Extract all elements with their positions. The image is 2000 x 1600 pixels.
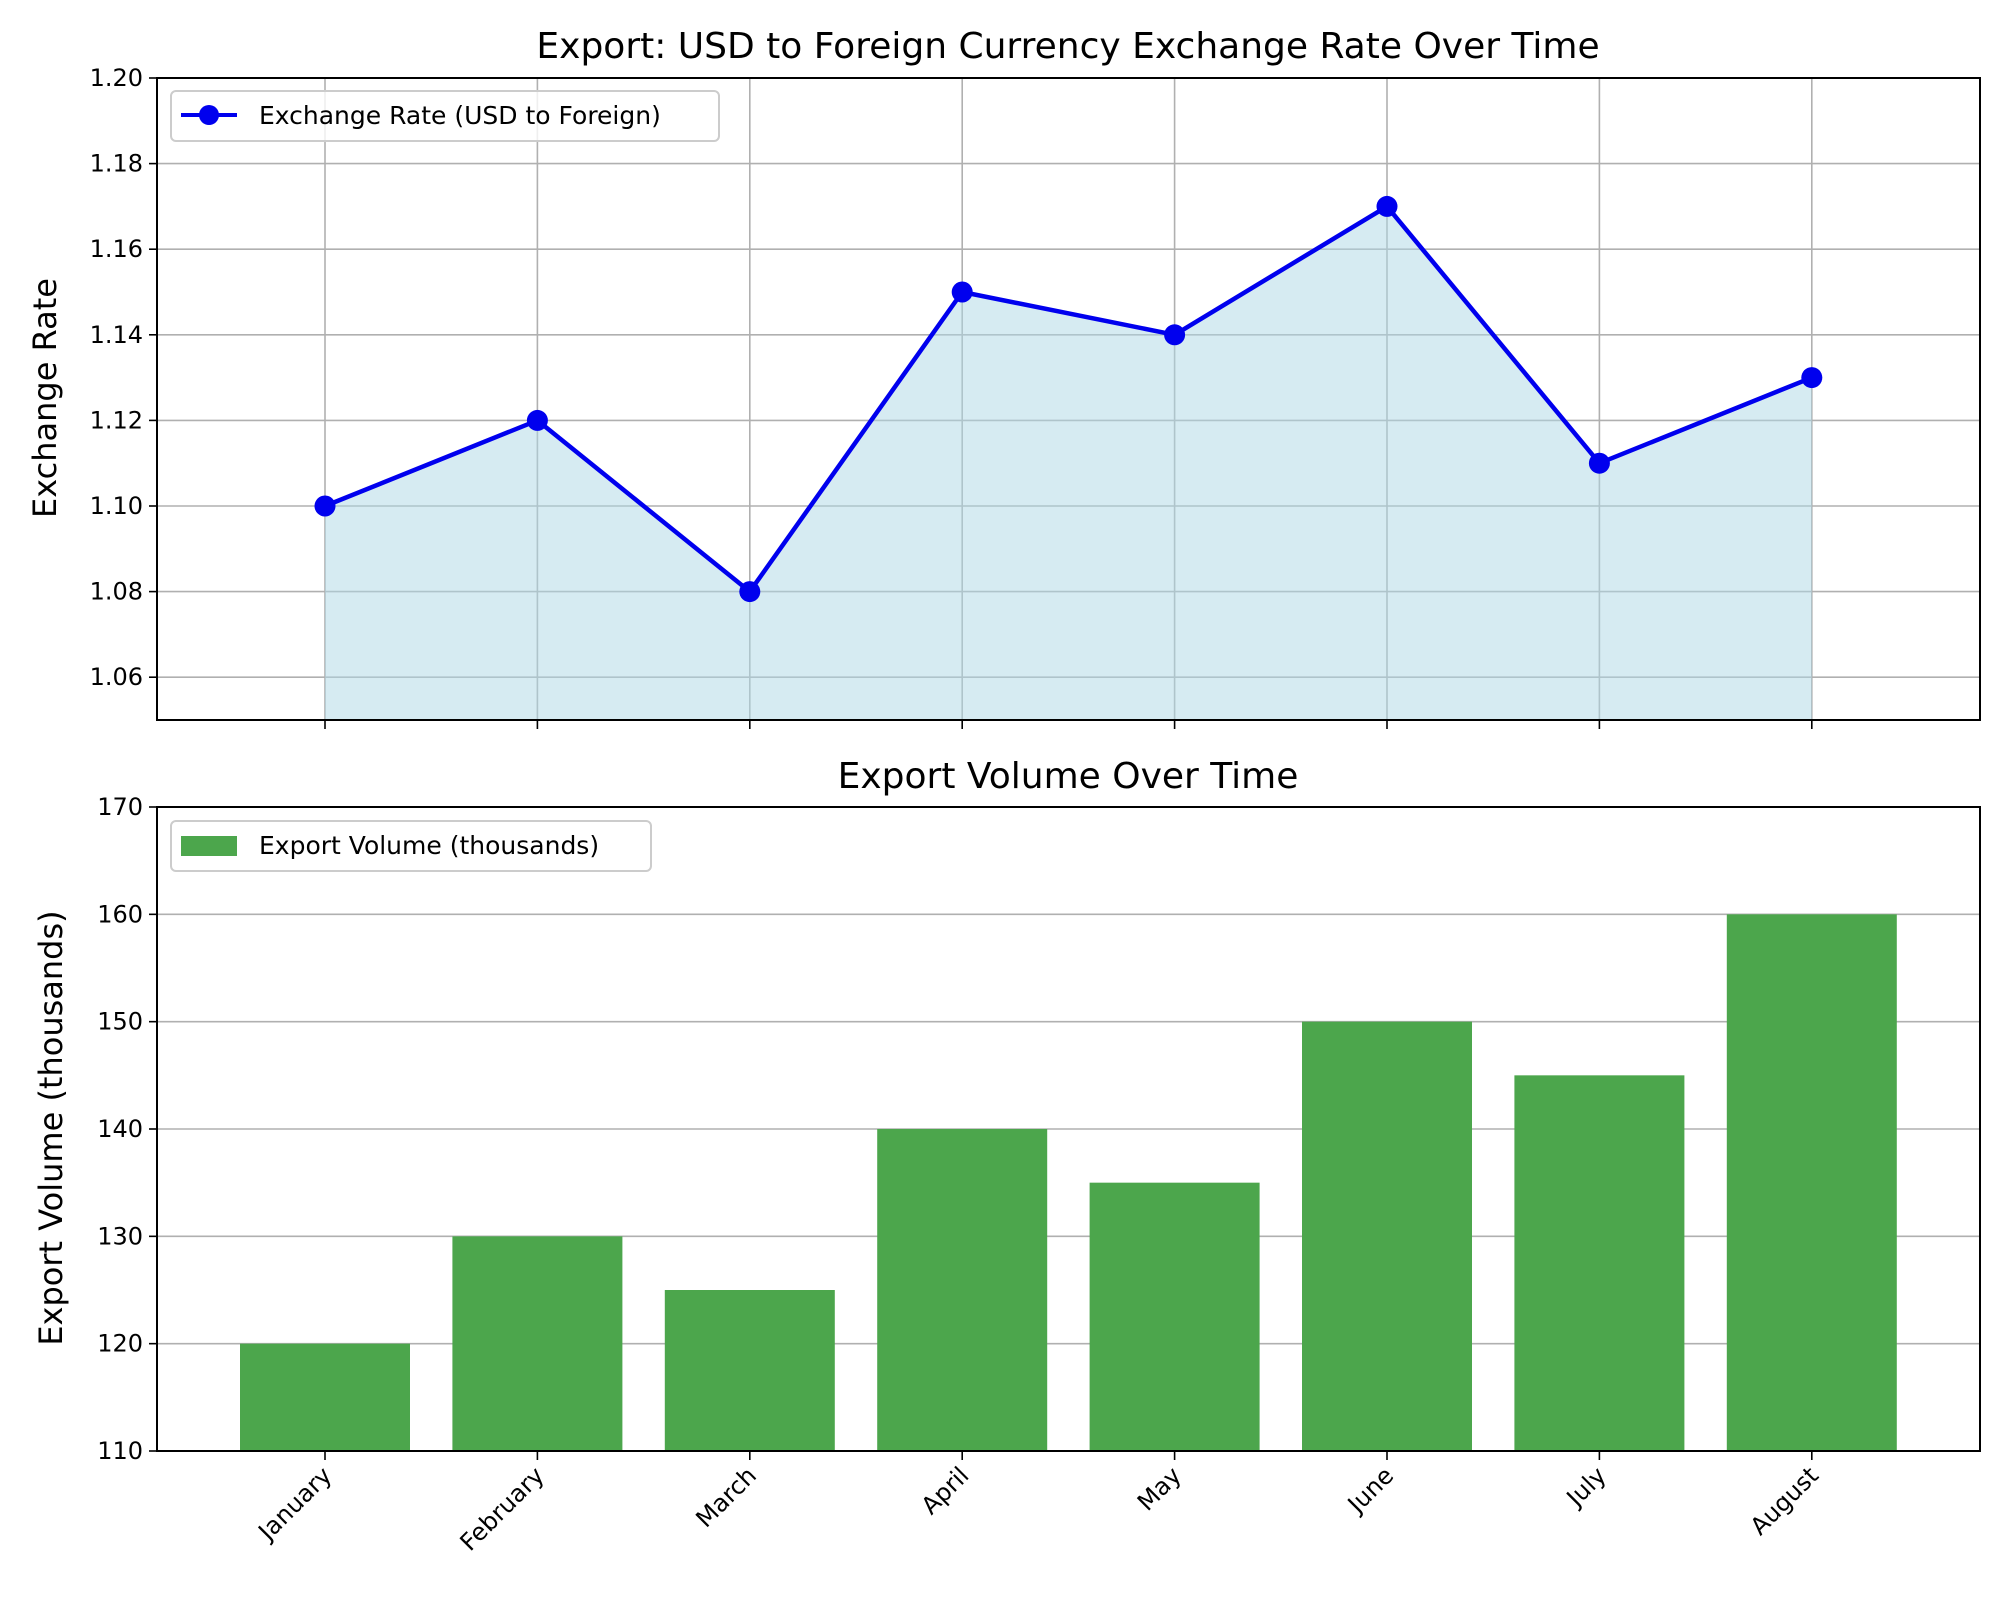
export-volume-legend-swatch [181,836,237,856]
export-volume-gridlines [157,807,1980,1451]
export-volume-chart: Export Volume Over Time Export Volume (t… [32,756,1980,1556]
exchange-rate-chart-title: Export: USD to Foreign Currency Exchange… [536,26,1599,67]
data-point-august [1801,367,1822,388]
exchange-rate-x-ticks [325,720,1812,729]
y-tick-label-1-14: 1.14 [90,321,143,349]
exchange-rate-area-fill [325,206,1812,720]
data-point-july [1589,453,1610,474]
export-volume-x-ticks: January February March April May June July Augu… [252,1451,1824,1556]
x-tick-label-january: January [252,1461,338,1547]
exchange-rate-legend: Exchange Rate (USD to Foreign) [171,91,719,141]
data-point-january [315,496,336,517]
y-tick-label-120: 120 [97,1330,143,1358]
exchange-rate-legend-marker-swatch [199,105,219,125]
x-tick-label-april: April [916,1461,975,1520]
y-tick-label-110: 110 [97,1437,143,1465]
export-volume-chart-title: Export Volume Over Time [838,756,1299,797]
y-tick-label-170: 170 [97,793,143,821]
y-tick-label-1-06: 1.06 [90,663,143,691]
y-tick-label-160: 160 [97,900,143,928]
data-point-may [1164,324,1185,345]
bar-may [1090,1183,1260,1451]
bar-march [665,1290,835,1451]
y-tick-label-1-10: 1.10 [90,492,143,520]
x-tick-label-july: July [1560,1461,1612,1513]
x-tick-label-march: March [691,1461,763,1533]
data-point-april [952,282,973,303]
exchange-rate-chart: Export: USD to Foreign Currency Exchange… [26,26,1980,729]
export-volume-y-axis-label: Export Volume (thousands) [32,910,70,1345]
export-volume-bars [240,914,1897,1451]
y-tick-label-150: 150 [97,1008,143,1036]
bar-january [240,1344,410,1451]
export-volume-legend: Export Volume (thousands) [171,821,651,871]
bar-april [877,1129,1047,1451]
export-volume-y-ticks: 110 120 130 140 150 160 170 [97,793,157,1465]
exchange-rate-area [325,206,1812,720]
x-tick-label-august: August [1745,1461,1824,1540]
data-point-february [527,410,548,431]
y-tick-label-140: 140 [97,1115,143,1143]
export-volume-legend-label: Export Volume (thousands) [259,831,599,860]
data-point-june [1377,196,1398,217]
y-tick-label-1-20: 1.20 [90,64,143,92]
y-tick-label-1-12: 1.12 [90,406,143,434]
exchange-rate-y-axis-label: Exchange Rate [26,278,64,518]
y-tick-label-1-08: 1.08 [90,578,143,606]
exchange-rate-legend-label: Exchange Rate (USD to Foreign) [259,101,661,130]
y-tick-label-130: 130 [97,1222,143,1250]
bar-february [452,1236,622,1451]
data-point-march [739,581,760,602]
y-tick-label-1-18: 1.18 [90,150,143,178]
x-tick-label-june: June [1341,1461,1399,1519]
x-tick-label-may: May [1132,1461,1187,1516]
bar-august [1727,914,1897,1451]
y-tick-label-1-16: 1.16 [90,235,143,263]
bar-july [1514,1075,1684,1451]
exchange-rate-y-ticks: 1.06 1.08 1.10 1.12 1.14 1.16 1.18 1.20 [90,64,157,691]
bar-june [1302,1022,1472,1451]
x-tick-label-february: February [455,1461,550,1556]
